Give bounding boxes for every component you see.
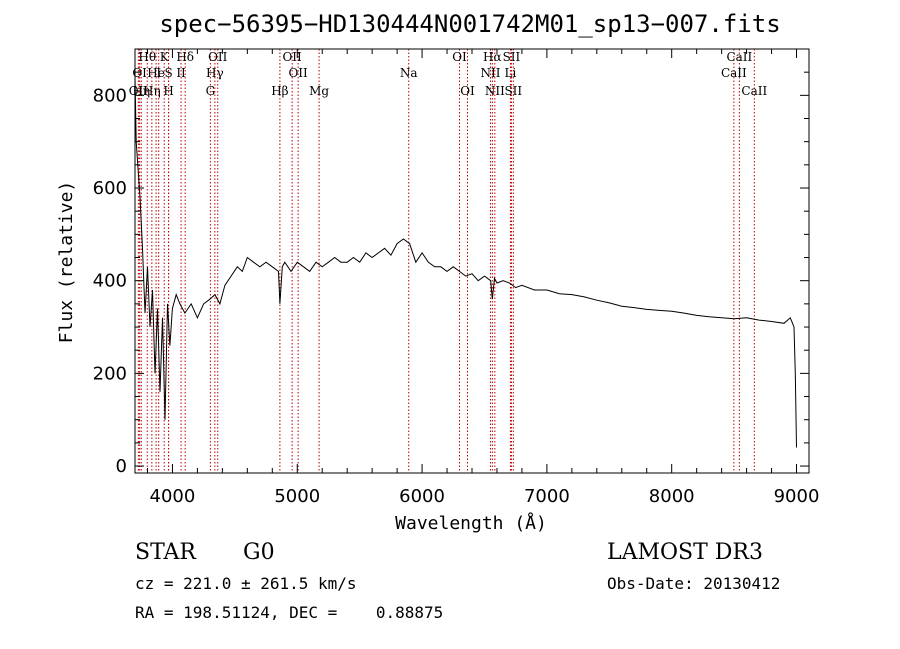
observation-date: Obs-Date: 20130412 (607, 574, 781, 593)
x-axis-label: Wavelength (Å) (395, 512, 547, 534)
line-label-19: Na (400, 66, 418, 80)
y-tick-label-3: 600 (93, 178, 127, 199)
spectral-line-markers (137, 49, 755, 473)
redshift-cz: cz = 221.0 ± 261.5 km/s (135, 574, 357, 593)
line-label-10: II (176, 66, 186, 80)
line-label-3: Hθ (138, 50, 156, 64)
line-label-29: CaⅠⅠ (726, 50, 752, 64)
survey-name: LAMOST DR3 (607, 540, 763, 565)
line-label-28: CaⅠⅠ (721, 66, 747, 80)
line-label-12: OⅠⅠ (208, 50, 228, 64)
line-label-0: OⅠⅠ (129, 84, 149, 98)
line-label-1: OⅠ (132, 66, 147, 80)
x-tick-label-0: 4000 (150, 486, 196, 507)
spectrum-chart: spec−56395−HD130444N001742M01_sp13−007.f… (56, 10, 820, 534)
y-tick-label-4: 800 (93, 85, 127, 106)
line-label-5: He (147, 66, 165, 80)
line-label-14: G (206, 84, 216, 98)
line-label-17: OⅠⅠ (288, 66, 308, 80)
line-label-18: Mg (309, 84, 329, 98)
line-label-27: SⅠⅠ (504, 84, 522, 98)
line-label-9: H (163, 84, 173, 98)
line-label-16: OⅠⅠ (282, 50, 302, 64)
line-label-8: S (164, 66, 172, 80)
line-label-25: SⅠⅠ (503, 50, 521, 64)
line-label-11: Hδ (176, 50, 194, 64)
line-label-23: NⅠⅠ (480, 66, 500, 80)
x-tick-label-4: 8000 (649, 486, 695, 507)
line-label-6: K (160, 50, 170, 64)
y-tick-label-0: 0 (116, 456, 127, 477)
line-label-7: I (156, 66, 161, 80)
coordinates: RA = 198.51124, DEC = 0.88875 (135, 603, 444, 622)
x-tick-label-5: 9000 (774, 486, 820, 507)
line-label-26: Li (505, 66, 517, 80)
line-label-24: NⅠⅠ (485, 84, 505, 98)
y-tick-label-1: 200 (93, 363, 127, 384)
spectrum-series-line (134, 76, 797, 448)
line-label-21: OⅠ (460, 84, 475, 98)
y-axis-ticks: 0 200 400 600 800 (93, 71, 809, 477)
line-label-2: Hη (132, 84, 150, 98)
x-tick-label-3: 7000 (524, 486, 570, 507)
line-label-20: OⅠ (452, 50, 467, 64)
line-label-13: Hγ (206, 66, 224, 80)
x-tick-label-1: 5000 (274, 486, 320, 507)
y-axis-label: Flux (relative) (56, 181, 77, 344)
line-label-4: Hη (143, 84, 161, 98)
line-label-22: Hα (483, 50, 502, 64)
y-tick-label-2: 400 (93, 271, 127, 292)
x-tick-label-2: 6000 (399, 486, 445, 507)
object-class: STAR (135, 540, 196, 565)
line-label-15: Hβ (271, 84, 288, 98)
chart-title: spec−56395−HD130444N001742M01_sp13−007.f… (159, 10, 780, 38)
x-axis-ticks: 4000 5000 6000 7000 8000 9000 (146, 49, 820, 507)
plot-frame (134, 48, 810, 474)
line-label-30: CaⅠⅠ (741, 84, 767, 98)
object-subclass: G0 (243, 540, 275, 565)
